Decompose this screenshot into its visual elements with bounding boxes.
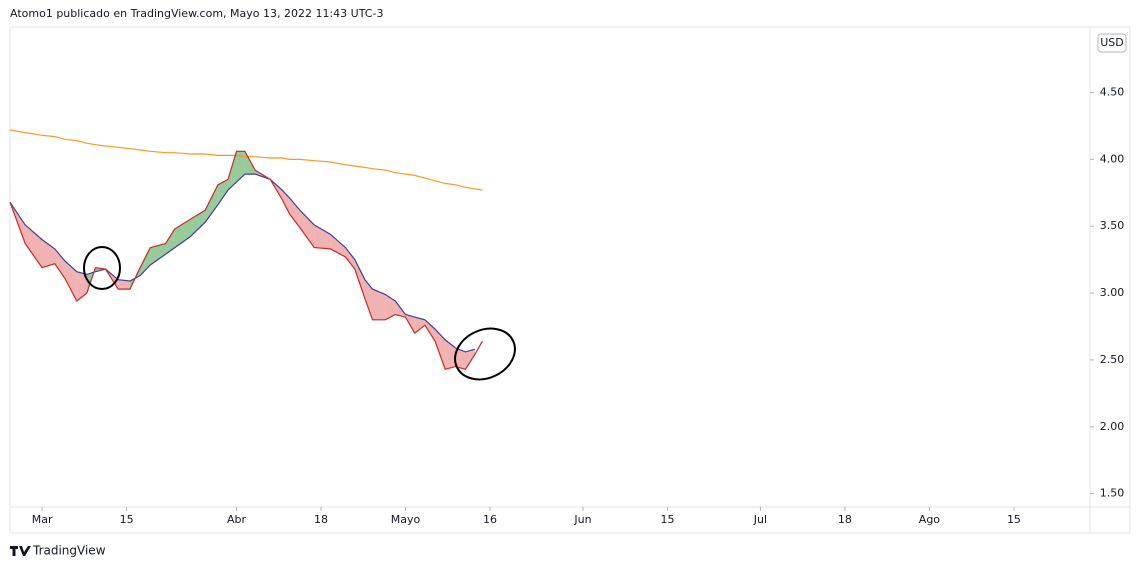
x-tick-label: 15 bbox=[660, 513, 674, 526]
band bbox=[236, 151, 245, 183]
brand-name: TradingView bbox=[32, 544, 106, 558]
series-line bbox=[9, 173, 475, 353]
currency-label: USD bbox=[1100, 36, 1124, 49]
x-tick-label: Mayo bbox=[391, 513, 421, 526]
series-line bbox=[9, 150, 483, 371]
x-tick-label: Jun bbox=[573, 513, 591, 526]
band bbox=[118, 279, 130, 290]
band bbox=[414, 317, 425, 334]
y-tick-label: 3.00 bbox=[1100, 286, 1125, 299]
chart-frame bbox=[9, 26, 1131, 534]
band bbox=[445, 339, 456, 370]
x-tick-label: 15 bbox=[1007, 513, 1021, 526]
band bbox=[76, 271, 87, 302]
band bbox=[64, 260, 77, 302]
band bbox=[330, 234, 346, 257]
band bbox=[435, 329, 446, 370]
y-tick-label: 2.00 bbox=[1100, 420, 1125, 433]
y-tick-label: 2.50 bbox=[1100, 353, 1125, 366]
band bbox=[190, 210, 206, 237]
band bbox=[205, 184, 218, 223]
band bbox=[385, 294, 396, 320]
band bbox=[25, 224, 43, 268]
x-tick-label: 18 bbox=[838, 513, 852, 526]
band bbox=[217, 179, 229, 205]
band bbox=[140, 247, 151, 276]
band bbox=[54, 248, 65, 279]
currency-box bbox=[1097, 33, 1127, 53]
band bbox=[364, 279, 373, 320]
y-tick-label: 4.00 bbox=[1100, 152, 1125, 165]
band bbox=[289, 198, 300, 228]
band bbox=[314, 224, 331, 249]
y-tick-label: 3.50 bbox=[1100, 219, 1125, 232]
annotation-circle bbox=[83, 246, 121, 290]
band bbox=[228, 151, 237, 191]
x-tick-label: 16 bbox=[483, 513, 497, 526]
y-tick-label: 4.50 bbox=[1100, 86, 1125, 99]
band bbox=[372, 289, 386, 320]
series-line bbox=[9, 129, 483, 191]
brand-logo bbox=[10, 546, 31, 556]
x-tick-label: Abr bbox=[227, 513, 247, 526]
y-tick-label: 1.50 bbox=[1100, 487, 1125, 500]
plot bbox=[9, 129, 483, 371]
x-tick-label: Mar bbox=[32, 513, 53, 526]
annotation-circle bbox=[454, 327, 516, 381]
band bbox=[424, 319, 436, 342]
x-tick-label: 18 bbox=[314, 513, 328, 526]
band bbox=[455, 347, 466, 370]
publisher-line: Atomo1 publicado en TradingView.com, May… bbox=[10, 7, 383, 20]
x-tick-label: Jul bbox=[753, 513, 767, 526]
band bbox=[165, 228, 175, 255]
band bbox=[150, 243, 166, 265]
band bbox=[299, 210, 315, 248]
x-tick-label: 15 bbox=[120, 513, 134, 526]
band bbox=[465, 349, 475, 370]
x-tick-label: Ago bbox=[919, 513, 941, 526]
band bbox=[345, 247, 355, 270]
band bbox=[354, 259, 365, 299]
